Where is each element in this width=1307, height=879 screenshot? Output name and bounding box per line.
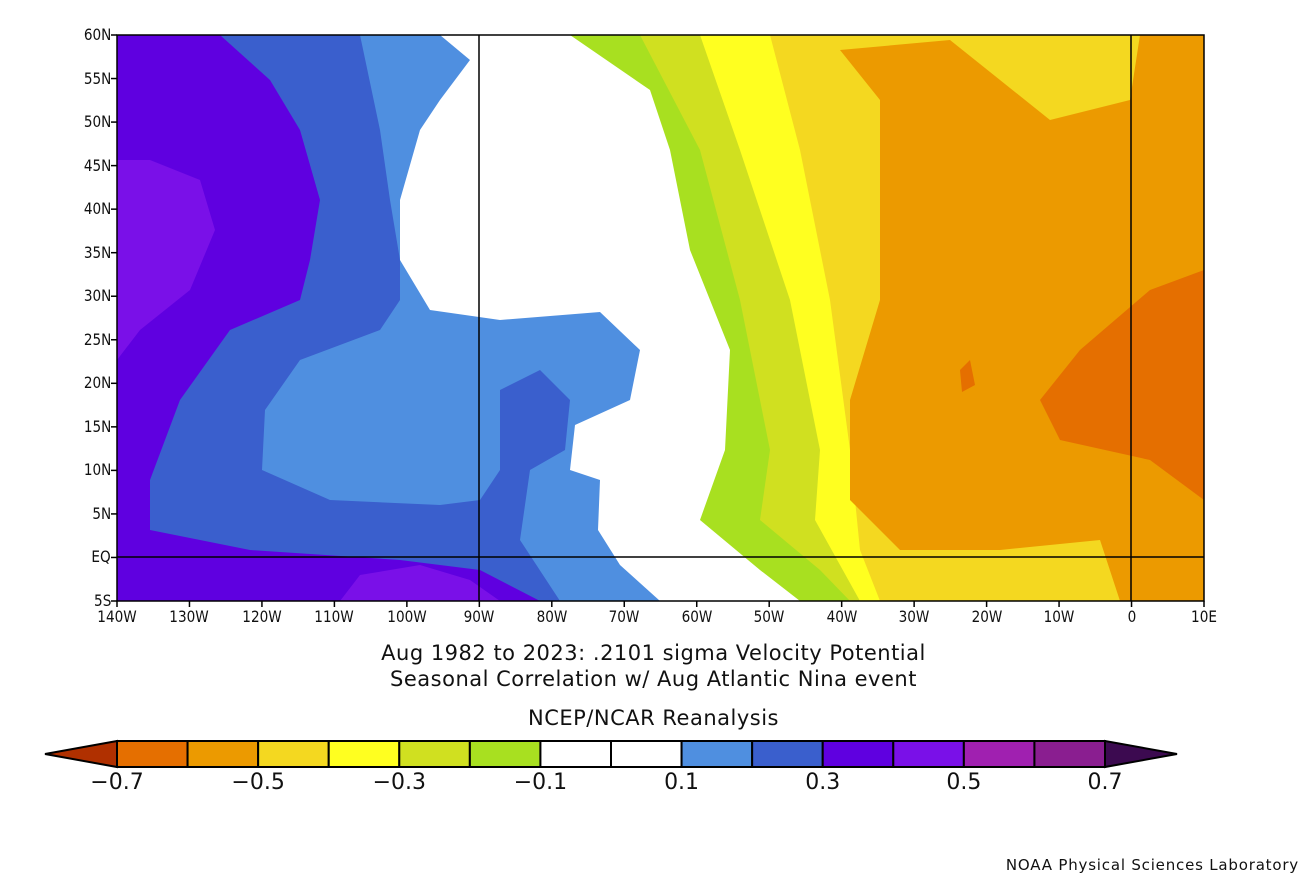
- lon-tick-label: 130W: [169, 607, 210, 626]
- lat-tick-label: 45N: [83, 155, 111, 175]
- lon-tick-label: 110W: [314, 607, 355, 626]
- colorbar-swatch: [539, 740, 613, 768]
- lon-tick-label: 50W: [753, 607, 785, 626]
- grid-lines: [117, 35, 1204, 601]
- lon-tick-label: 70W: [608, 607, 640, 626]
- lat-tick-label: 55N: [83, 68, 111, 88]
- band-minus0.6-minus0.5: [840, 35, 1204, 601]
- colorbar-label: 0.1: [664, 770, 700, 795]
- colorbar-swatch: [398, 740, 471, 768]
- band-0.4-0.5: [117, 160, 500, 601]
- colorbar-label: −0.5: [231, 770, 285, 795]
- colorbar-swatch: [116, 740, 189, 768]
- lat-tick-label: 60N: [83, 25, 111, 44]
- lat-tick-label: 25N: [83, 329, 111, 349]
- lat-tick-label: 10N: [83, 460, 111, 480]
- colorbar-label: 0.7: [1087, 770, 1123, 795]
- colorbar-label: −0.1: [513, 770, 568, 795]
- lat-tick-label: 5S: [93, 591, 111, 610]
- lat-tick-label: 15N: [83, 416, 111, 436]
- lat-tick-label: 20N: [83, 373, 111, 393]
- colorbar-swatch: [751, 740, 824, 768]
- contour-fills: [117, 35, 1204, 601]
- lon-tick-label: 30W: [898, 607, 930, 626]
- band-minus0.7-minus0.6: [960, 270, 1204, 500]
- colorbar-swatch: [610, 740, 683, 768]
- colorbar-swatch: [680, 740, 754, 768]
- colorbar-label: −0.3: [372, 770, 426, 795]
- colorbar-under-triangle: [44, 739, 118, 769]
- colorbar: [44, 739, 1178, 769]
- colorbar-swatch: [327, 740, 401, 768]
- colorbar-swatch: [821, 740, 895, 768]
- lon-tick-label: 90W: [463, 607, 495, 626]
- lon-tick-label: 80W: [536, 607, 568, 626]
- lon-tick-label: 120W: [242, 607, 282, 626]
- lat-tick-label: 50N: [83, 112, 111, 132]
- lon-tick-label: 100W: [387, 607, 427, 626]
- colorbar-swatch: [186, 740, 260, 768]
- colorbar-label: 0.3: [805, 770, 841, 795]
- colorbar-swatch: [1033, 740, 1107, 768]
- colorbar-swatch: [892, 740, 965, 768]
- map-frame: [116, 34, 1205, 602]
- colorbar-over-triangle: [1104, 739, 1178, 769]
- lat-tick-label: 30N: [83, 286, 111, 306]
- lon-tick-label: 10W: [1043, 607, 1075, 626]
- lat-tick-label: EQ: [91, 547, 111, 567]
- lon-tick-label: 40W: [826, 607, 858, 626]
- lat-tick-label: 40N: [83, 199, 111, 219]
- colorbar-label: −0.7: [90, 770, 144, 795]
- map-subtitle: Seasonal Correlation w/ Aug Atlantic Nin…: [390, 667, 917, 691]
- credit-text: NOAA Physical Sciences Laboratory: [1005, 856, 1299, 874]
- lon-tick-label: 10E: [1191, 607, 1217, 626]
- map-title: Aug 1982 to 2023: .2101 sigma Velocity P…: [381, 641, 926, 665]
- colorbar-swatch: [468, 740, 542, 768]
- lat-tick-label: 35N: [83, 242, 111, 262]
- axis-ticks: [111, 34, 1205, 607]
- source-label: NCEP/NCAR Reanalysis: [528, 706, 779, 730]
- lat-tick-label: 5N: [92, 503, 111, 523]
- lon-tick-label: 0: [1127, 607, 1136, 626]
- lon-tick-label: 60W: [681, 607, 713, 626]
- lon-tick-label: 20W: [971, 607, 1002, 626]
- colorbar-swatch: [962, 740, 1036, 768]
- lon-tick-label: 140W: [97, 607, 137, 626]
- colorbar-swatch: [257, 740, 330, 768]
- colorbar-label: 0.5: [946, 770, 982, 795]
